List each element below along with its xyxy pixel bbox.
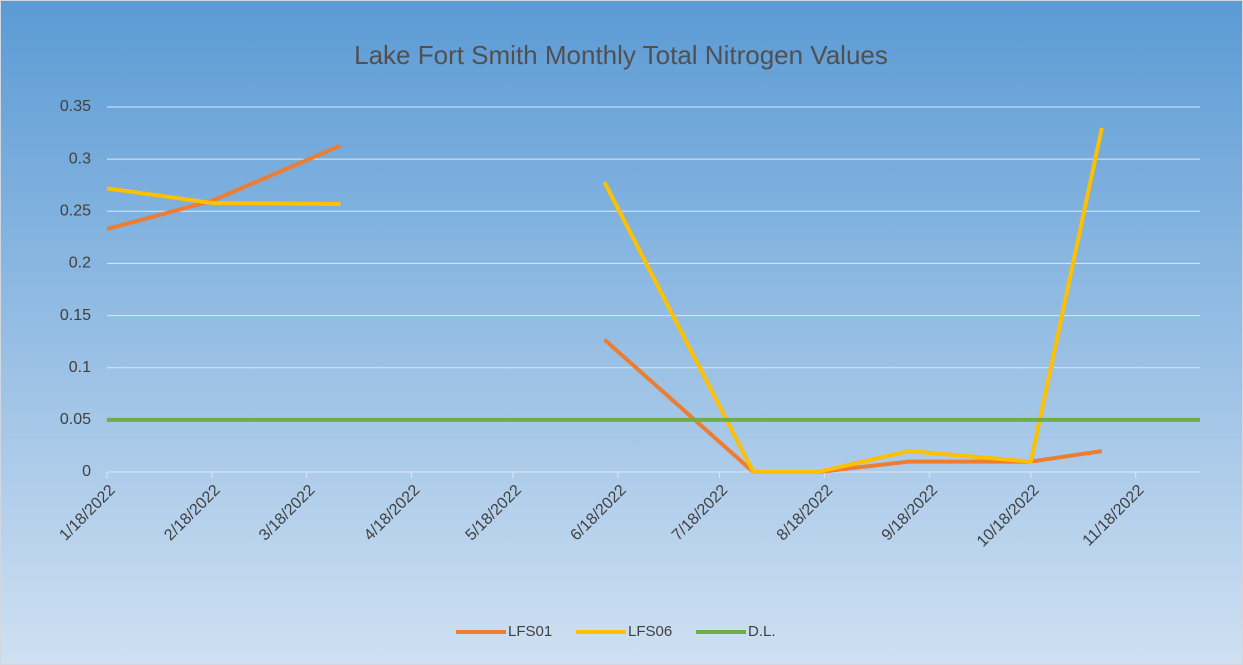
y-tick-label: 0.1 [69,359,91,376]
y-tick-label: 0.05 [60,411,91,428]
y-tick-label: 0.35 [60,98,91,115]
legend-label: D.L. [748,623,776,640]
y-tick-label: 0 [82,463,91,480]
series-line [106,143,1103,474]
series-line [106,127,1104,474]
y-tick-label: 0.15 [60,307,91,324]
legend-label: LFS01 [508,623,552,640]
y-tick-label: 0.2 [69,255,91,272]
chart-title: Lake Fort Smith Monthly Total Nitrogen V… [354,40,888,70]
y-tick-label: 0.3 [69,150,91,167]
legend-label: LFS06 [628,623,672,640]
y-tick-label: 0.25 [60,203,91,220]
